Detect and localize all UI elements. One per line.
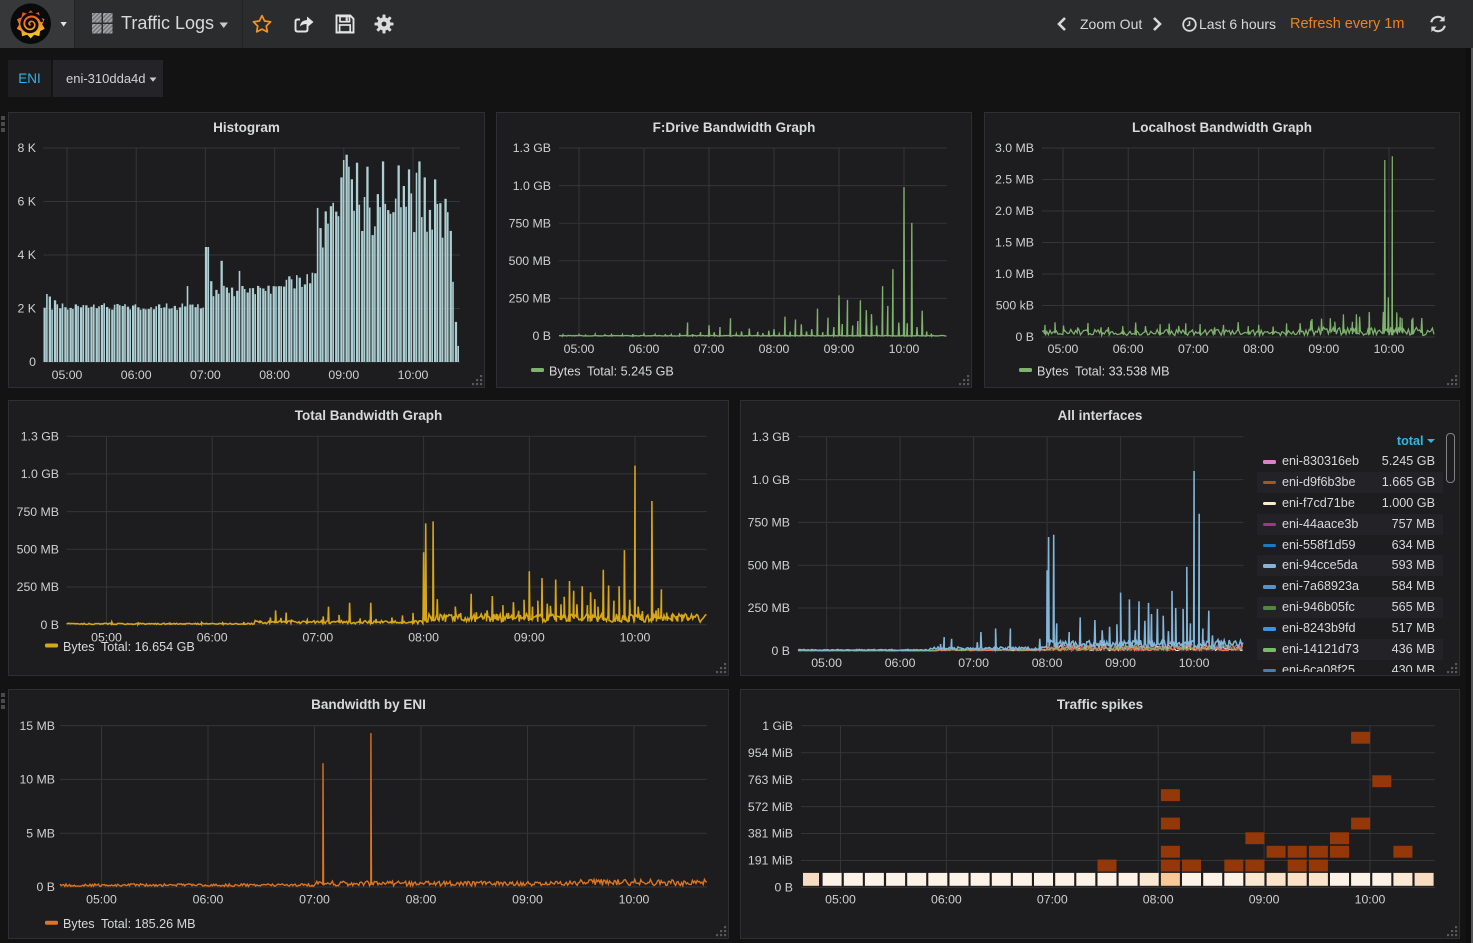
svg-text:0 B: 0 B — [775, 881, 793, 895]
svg-text:750 MB: 750 MB — [509, 216, 551, 230]
svg-text:06:00: 06:00 — [121, 368, 152, 382]
svg-text:2.0 MB: 2.0 MB — [995, 204, 1034, 218]
svg-text:Bytes: Bytes — [63, 640, 95, 654]
svg-text:08:00: 08:00 — [1032, 656, 1063, 670]
svg-text:250 MB: 250 MB — [748, 601, 790, 615]
svg-text:Total: 5.245 GB: Total: 5.245 GB — [587, 365, 674, 379]
svg-text:572 MiB: 572 MiB — [748, 800, 793, 814]
svg-text:8 K: 8 K — [18, 141, 37, 155]
svg-text:1.3 GB: 1.3 GB — [752, 430, 790, 444]
svg-text:08:00: 08:00 — [1243, 342, 1274, 356]
svg-text:3.0 MB: 3.0 MB — [995, 141, 1034, 155]
svg-text:09:00: 09:00 — [1105, 656, 1136, 670]
svg-text:07:00: 07:00 — [190, 368, 221, 382]
svg-text:0 B: 0 B — [37, 880, 55, 894]
svg-text:05:00: 05:00 — [91, 631, 122, 645]
svg-text:10:00: 10:00 — [889, 342, 920, 356]
svg-text:08:00: 08:00 — [759, 342, 790, 356]
svg-text:1.3 GB: 1.3 GB — [21, 429, 59, 443]
svg-text:06:00: 06:00 — [1113, 342, 1144, 356]
svg-text:Bytes: Bytes — [549, 365, 581, 379]
svg-text:06:00: 06:00 — [193, 893, 224, 907]
svg-text:6 K: 6 K — [18, 195, 37, 209]
svg-text:05:00: 05:00 — [1048, 342, 1079, 356]
svg-text:2.5 MB: 2.5 MB — [995, 173, 1034, 187]
svg-text:1.3 GB: 1.3 GB — [513, 141, 551, 155]
svg-text:Total: 33.538 MB: Total: 33.538 MB — [1075, 365, 1170, 379]
svg-text:10:00: 10:00 — [1374, 342, 1405, 356]
svg-text:08:00: 08:00 — [406, 893, 437, 907]
svg-text:191 MiB: 191 MiB — [748, 854, 793, 868]
svg-text:1.0 GB: 1.0 GB — [513, 179, 551, 193]
svg-text:1.0 MB: 1.0 MB — [995, 267, 1034, 281]
svg-text:10:00: 10:00 — [620, 631, 651, 645]
svg-text:06:00: 06:00 — [629, 342, 660, 356]
svg-text:4 K: 4 K — [18, 248, 37, 262]
svg-text:Total: 185.26 MB: Total: 185.26 MB — [101, 917, 196, 931]
svg-text:09:00: 09:00 — [1308, 342, 1339, 356]
svg-text:Total: 16.654 GB: Total: 16.654 GB — [101, 640, 195, 654]
svg-text:Bytes: Bytes — [63, 917, 95, 931]
svg-text:500 MB: 500 MB — [748, 558, 790, 572]
svg-text:06:00: 06:00 — [197, 631, 228, 645]
svg-text:08:00: 08:00 — [259, 368, 290, 382]
svg-text:09:00: 09:00 — [824, 342, 855, 356]
svg-text:09:00: 09:00 — [514, 631, 545, 645]
svg-text:05:00: 05:00 — [825, 893, 856, 907]
svg-text:0 B: 0 B — [533, 329, 551, 343]
svg-text:381 MiB: 381 MiB — [748, 827, 793, 841]
svg-text:763 MiB: 763 MiB — [748, 773, 793, 787]
svg-text:5 MB: 5 MB — [26, 826, 55, 840]
svg-text:06:00: 06:00 — [931, 893, 962, 907]
svg-text:09:00: 09:00 — [1249, 893, 1280, 907]
svg-text:10:00: 10:00 — [1355, 893, 1386, 907]
svg-text:0 B: 0 B — [1016, 330, 1034, 344]
svg-text:10:00: 10:00 — [398, 368, 429, 382]
svg-text:07:00: 07:00 — [1037, 893, 1068, 907]
svg-text:750 MB: 750 MB — [17, 505, 59, 519]
svg-text:06:00: 06:00 — [885, 656, 916, 670]
svg-text:07:00: 07:00 — [958, 656, 989, 670]
svg-text:07:00: 07:00 — [299, 893, 330, 907]
svg-text:1.0 GB: 1.0 GB — [21, 467, 59, 481]
svg-text:750 MB: 750 MB — [748, 516, 790, 530]
svg-text:05:00: 05:00 — [86, 893, 117, 907]
svg-text:08:00: 08:00 — [1143, 893, 1174, 907]
svg-text:05:00: 05:00 — [564, 342, 595, 356]
svg-text:07:00: 07:00 — [694, 342, 725, 356]
svg-text:05:00: 05:00 — [811, 656, 842, 670]
svg-text:1.5 MB: 1.5 MB — [995, 236, 1034, 250]
svg-text:07:00: 07:00 — [303, 631, 334, 645]
svg-text:500 MB: 500 MB — [17, 543, 59, 557]
svg-text:Bytes: Bytes — [1037, 365, 1069, 379]
svg-text:10:00: 10:00 — [619, 893, 650, 907]
svg-text:1 GiB: 1 GiB — [762, 719, 793, 733]
svg-text:1.0 GB: 1.0 GB — [752, 473, 790, 487]
svg-text:0 B: 0 B — [772, 644, 790, 658]
svg-text:0 B: 0 B — [41, 618, 59, 632]
svg-text:09:00: 09:00 — [512, 893, 543, 907]
svg-text:250 MB: 250 MB — [509, 292, 551, 306]
svg-text:07:00: 07:00 — [1178, 342, 1209, 356]
svg-text:500 MB: 500 MB — [509, 254, 551, 268]
svg-text:10 MB: 10 MB — [19, 773, 55, 787]
svg-text:0: 0 — [29, 355, 36, 369]
svg-text:05:00: 05:00 — [52, 368, 83, 382]
svg-text:08:00: 08:00 — [408, 631, 439, 645]
svg-text:954 MiB: 954 MiB — [748, 746, 793, 760]
svg-text:09:00: 09:00 — [328, 368, 359, 382]
svg-text:250 MB: 250 MB — [17, 580, 59, 594]
svg-text:2 K: 2 K — [18, 302, 37, 316]
svg-text:500 kB: 500 kB — [996, 299, 1034, 313]
svg-text:15 MB: 15 MB — [19, 719, 55, 733]
svg-text:10:00: 10:00 — [1179, 656, 1210, 670]
